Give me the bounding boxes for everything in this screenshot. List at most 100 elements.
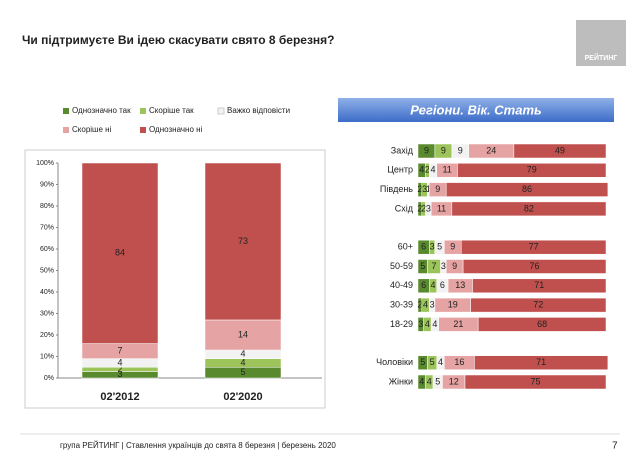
value-label: 13 [455,280,465,290]
y-tick-label: 60% [40,246,54,253]
bar-segment [445,182,609,197]
bar-segment [477,317,607,332]
value-label: 49 [555,145,565,155]
y-tick-label: 90% [40,181,54,188]
value-label: 5 [420,357,425,367]
value-label: 71 [536,357,546,367]
value-label: 16 [454,357,464,367]
value-label: 77 [529,242,539,252]
y-tick-label: 50% [40,267,54,274]
value-label: 5 [437,242,442,252]
legend-swatch [140,127,146,133]
page-number: 7 [612,441,618,452]
y-tick-label: 80% [40,203,54,210]
value-label: 4 [419,165,424,175]
bar-segment [464,374,607,390]
value-label: 5 [420,261,425,271]
value-label: 2 [417,184,422,194]
value-label: 5 [435,376,440,386]
legend-label: Однозначно ні [149,125,203,134]
bar-segment [472,278,607,294]
y-tick-label: 40% [40,289,54,296]
y-tick-label: 0% [44,375,54,382]
legend-swatch [140,108,146,114]
value-label: 9 [458,145,463,155]
y-tick-label: 10% [40,353,54,360]
category-label: 50-59 [390,261,413,271]
value-label: 2 [117,364,122,374]
category-label: 40-49 [390,280,413,290]
value-label: 2 [417,299,422,309]
value-label: 4 [438,357,443,367]
y-tick-label: 30% [40,310,54,317]
bar-segment [460,239,607,255]
value-label: 9 [450,242,455,252]
value-label: 4 [431,280,436,290]
legend-label: Важко відповісти [227,106,290,115]
value-label: 9 [435,184,440,194]
value-label: 5 [430,357,435,367]
value-label: 11 [442,165,451,175]
value-label: 71 [534,280,544,290]
value-label: 86 [522,184,532,194]
value-label: 68 [537,319,547,329]
bar-segment [513,143,607,159]
bar-segment [204,162,282,321]
value-label: 2 [425,165,430,175]
value-label: 4 [431,165,436,175]
value-label: 73 [238,236,248,246]
value-label: 4 [427,376,432,386]
value-label: 1 [426,184,431,194]
y-tick-label: 100% [36,160,54,167]
bar-segment [462,259,607,274]
value-label: 76 [530,261,540,271]
banner [338,98,614,122]
value-label: 75 [530,376,540,386]
value-label: 4 [240,357,245,367]
value-label: 7 [431,261,436,271]
value-label: 4 [432,319,437,329]
value-label: 84 [115,248,125,258]
x-tick-label: 02'2012 [100,391,139,403]
value-label: 3 [422,184,427,194]
value-label: 72 [533,299,543,309]
value-label: 79 [527,165,537,175]
bar-segment [457,163,607,178]
category-label: Південь [380,184,413,194]
value-label: 5 [240,367,245,377]
category-label: 18-29 [390,319,413,329]
legend-swatch [63,127,69,133]
value-label: 4 [240,349,245,359]
value-label: 19 [448,299,458,309]
value-label: 4 [423,299,428,309]
value-label: 4 [425,319,430,329]
legend-swatch [217,107,225,115]
category-label: 60+ [398,242,413,252]
value-label: 3 [430,242,435,252]
bar-segment [451,201,607,217]
bar-segment [81,162,159,344]
legend-label: Скоріше так [149,106,194,115]
value-label: 9 [452,261,457,271]
category-label: Схід [395,203,414,213]
logo: РЕЙТИНГ [585,53,618,62]
value-label: 3 [441,261,446,271]
value-label: 21 [453,319,463,329]
category-label: Захід [391,145,414,155]
title: Чи підтримуєте Ви ідею скасувати свято 8… [22,33,335,47]
logo-box [576,20,626,66]
value-label: 2 [417,203,422,213]
category-label: Центр [387,165,413,175]
x-tick-label: 02'2020 [223,391,262,403]
value-label: 7 [117,346,122,356]
value-label: 6 [421,242,426,252]
legend-label: Однозначно так [72,106,131,115]
category-label: 30-39 [390,299,413,309]
value-label: 12 [449,376,459,386]
legend-label: Скоріше ні [72,125,112,134]
value-label: 3 [117,369,122,379]
value-label: 3 [430,299,435,309]
bar-segment [470,297,607,313]
value-label: 4 [419,376,424,386]
